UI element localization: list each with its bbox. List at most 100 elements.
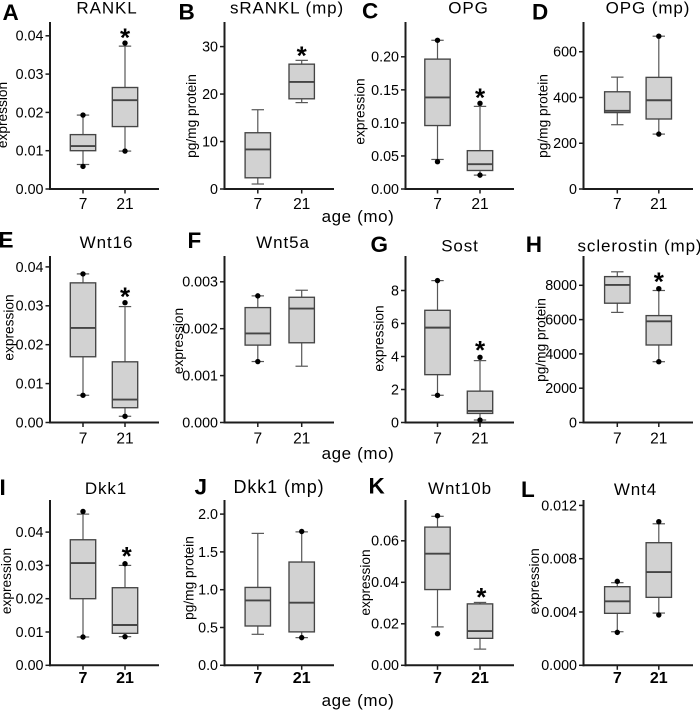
svg-text:expression: expression xyxy=(358,549,373,615)
svg-text:400: 400 xyxy=(553,90,577,106)
svg-text:J: J xyxy=(195,475,208,500)
svg-text:7: 7 xyxy=(253,670,262,687)
svg-text:6: 6 xyxy=(391,316,399,332)
svg-text:1.5: 1.5 xyxy=(198,545,218,561)
svg-text:0.03: 0.03 xyxy=(16,558,44,574)
svg-text:OPG (mp): OPG (mp) xyxy=(606,0,691,18)
svg-text:G: G xyxy=(371,232,389,257)
svg-text:expression: expression xyxy=(171,308,186,374)
svg-text:10: 10 xyxy=(202,134,218,150)
svg-text:*: * xyxy=(475,83,486,113)
svg-text:E: E xyxy=(0,228,14,253)
svg-text:21: 21 xyxy=(293,431,310,448)
svg-text:2000: 2000 xyxy=(545,381,577,397)
svg-text:0: 0 xyxy=(391,415,399,431)
svg-text:age (mo): age (mo) xyxy=(322,691,395,710)
svg-text:K: K xyxy=(369,474,386,499)
svg-text:pg/mg protein: pg/mg protein xyxy=(182,536,197,620)
svg-text:*: * xyxy=(654,267,665,297)
svg-text:0.02: 0.02 xyxy=(16,592,44,608)
svg-text:RANKL: RANKL xyxy=(76,0,137,18)
svg-text:expression: expression xyxy=(352,78,367,144)
svg-text:0.10: 0.10 xyxy=(371,116,399,132)
svg-text:0.02: 0.02 xyxy=(371,617,399,633)
svg-text:0.002: 0.002 xyxy=(182,322,218,338)
svg-text:pg/mg protein: pg/mg protein xyxy=(535,74,550,158)
svg-text:expression: expression xyxy=(0,548,14,614)
svg-text:*: * xyxy=(297,41,308,71)
svg-text:0.01: 0.01 xyxy=(16,377,44,393)
svg-text:pg/mg protein: pg/mg protein xyxy=(534,298,549,382)
svg-text:0: 0 xyxy=(569,182,577,198)
svg-text:7: 7 xyxy=(433,196,442,213)
svg-text:0.15: 0.15 xyxy=(371,83,399,99)
svg-text:0.04: 0.04 xyxy=(371,575,399,591)
svg-text:20: 20 xyxy=(202,87,218,103)
svg-text:0.01: 0.01 xyxy=(16,625,44,641)
svg-text:21: 21 xyxy=(471,431,488,448)
svg-text:21: 21 xyxy=(650,431,667,448)
svg-text:0.000: 0.000 xyxy=(182,415,218,431)
svg-text:30: 30 xyxy=(202,39,218,55)
svg-text:A: A xyxy=(3,0,19,25)
svg-text:D: D xyxy=(532,0,548,25)
svg-text:0.04: 0.04 xyxy=(16,29,44,45)
svg-text:4: 4 xyxy=(391,349,399,365)
svg-text:21: 21 xyxy=(471,196,488,213)
svg-text:*: * xyxy=(475,335,486,365)
svg-text:Wnt5a: Wnt5a xyxy=(256,233,310,252)
svg-text:0.0: 0.0 xyxy=(198,658,218,674)
svg-text:7: 7 xyxy=(79,670,88,687)
svg-text:0.02: 0.02 xyxy=(16,338,44,354)
svg-text:F: F xyxy=(188,228,202,253)
svg-text:200: 200 xyxy=(553,136,577,152)
svg-text:expression: expression xyxy=(372,305,387,371)
svg-text:2: 2 xyxy=(391,382,399,398)
svg-text:*: * xyxy=(120,282,131,312)
svg-text:expression: expression xyxy=(0,82,10,148)
svg-text:age (mo): age (mo) xyxy=(322,207,395,226)
svg-text:2.0: 2.0 xyxy=(198,507,218,523)
svg-text:21: 21 xyxy=(650,196,667,213)
svg-text:*: * xyxy=(120,23,131,53)
svg-text:sRANKL (mp): sRANKL (mp) xyxy=(230,0,344,18)
svg-text:0.004: 0.004 xyxy=(541,605,577,621)
svg-text:C: C xyxy=(362,0,378,24)
svg-text:0.00: 0.00 xyxy=(371,658,399,674)
svg-text:7: 7 xyxy=(79,196,88,213)
svg-text:8000: 8000 xyxy=(545,278,577,294)
svg-text:7: 7 xyxy=(253,431,262,448)
svg-text:I: I xyxy=(0,475,6,500)
svg-text:0.000: 0.000 xyxy=(541,658,577,674)
svg-text:H: H xyxy=(526,232,542,257)
svg-text:21: 21 xyxy=(116,670,134,687)
svg-text:21: 21 xyxy=(293,196,310,213)
svg-text:*: * xyxy=(476,582,487,612)
svg-text:21: 21 xyxy=(116,431,133,448)
svg-text:6000: 6000 xyxy=(545,313,577,329)
svg-text:Sost: Sost xyxy=(441,237,479,256)
svg-text:Wnt4: Wnt4 xyxy=(614,480,657,499)
svg-text:0.04: 0.04 xyxy=(16,260,44,276)
svg-text:1.0: 1.0 xyxy=(198,583,218,599)
svg-text:0.02: 0.02 xyxy=(16,105,44,121)
svg-text:0: 0 xyxy=(210,182,218,198)
svg-text:0: 0 xyxy=(569,415,577,431)
svg-text:0.03: 0.03 xyxy=(16,299,44,315)
svg-text:0.00: 0.00 xyxy=(371,182,399,198)
svg-text:7: 7 xyxy=(433,431,442,448)
svg-text:0.06: 0.06 xyxy=(371,534,399,550)
svg-text:L: L xyxy=(521,477,535,502)
svg-text:OPG: OPG xyxy=(448,0,489,18)
svg-text:21: 21 xyxy=(471,670,489,687)
svg-text:expression: expression xyxy=(527,548,542,614)
svg-text:Dkk1: Dkk1 xyxy=(85,479,127,498)
svg-text:7: 7 xyxy=(613,431,622,448)
svg-text:7: 7 xyxy=(433,670,442,687)
svg-text:expression: expression xyxy=(2,294,17,360)
svg-text:pg/mg protein: pg/mg protein xyxy=(184,74,199,158)
svg-text:0.05: 0.05 xyxy=(371,149,399,165)
svg-text:0.03: 0.03 xyxy=(16,67,44,83)
svg-text:0.003: 0.003 xyxy=(182,275,218,291)
svg-text:0.04: 0.04 xyxy=(16,525,44,541)
